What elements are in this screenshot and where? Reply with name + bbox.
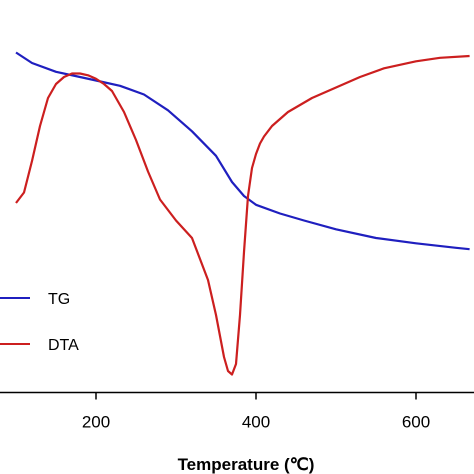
x-tick-label: 200	[82, 413, 110, 432]
x-tick-label: 400	[242, 413, 270, 432]
x-axis-title: Temperature (℃)	[178, 455, 315, 474]
legend-label-tg: TG	[48, 291, 70, 308]
legend-label-dta: DTA	[48, 337, 79, 354]
series-line-tg	[15, 51, 470, 251]
legend: TG DTA	[0, 291, 79, 354]
x-tick-label: 600	[402, 413, 430, 432]
series-layer	[15, 51, 470, 376]
series-line-dta	[15, 54, 470, 376]
x-ticks: 200 400 600	[82, 392, 430, 432]
